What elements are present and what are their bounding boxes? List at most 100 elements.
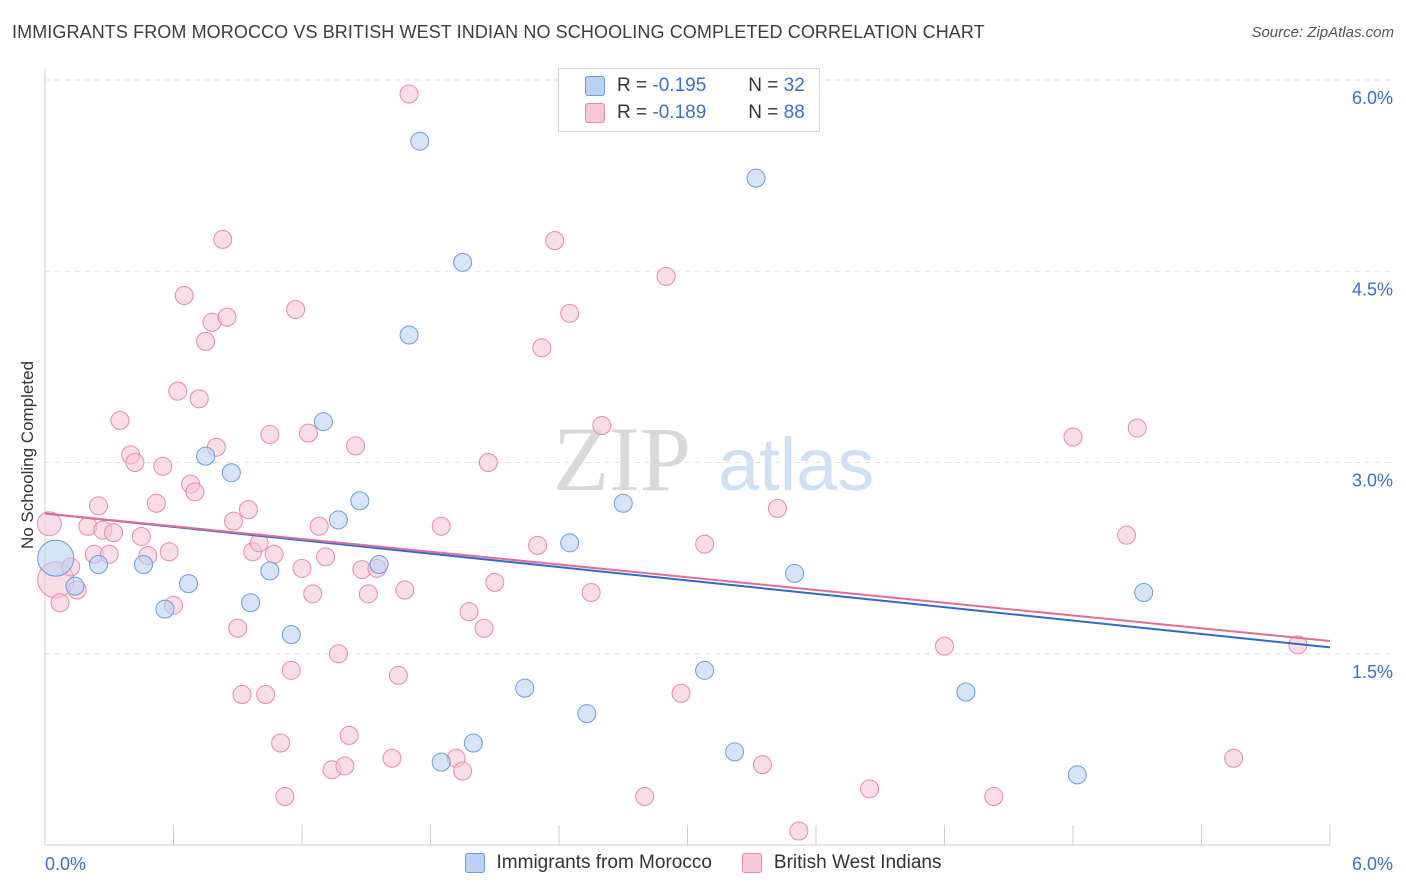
- morocco-point: [785, 563, 805, 583]
- morocco-point: [695, 660, 715, 680]
- bwi-point: [671, 683, 691, 703]
- morocco-point: [956, 682, 976, 702]
- bwi-point: [635, 787, 655, 807]
- bwi-point: [36, 511, 62, 537]
- bwi-point: [935, 636, 954, 656]
- bwi-point: [545, 231, 565, 251]
- morocco-point: [746, 168, 766, 188]
- bwi-point: [695, 534, 715, 554]
- bwi-point: [174, 285, 194, 305]
- axes: [44, 68, 1331, 846]
- legend-r-label: R =: [617, 75, 648, 96]
- bwi-point: [1224, 748, 1244, 768]
- morocco-point: [134, 555, 154, 574]
- legend-swatch-pink: [585, 103, 605, 123]
- y-tick-label: 4.5%: [1352, 279, 1393, 299]
- legend-n-label: N =: [748, 75, 779, 96]
- bwi-point: [223, 511, 243, 531]
- bwi-point: [185, 482, 205, 502]
- bwi-point: [309, 516, 329, 536]
- y-tick-label: 6.0%: [1352, 88, 1393, 108]
- bwi-point: [532, 338, 552, 358]
- series-legend-bwi[interactable]: British West Indians: [741, 852, 941, 874]
- bwi-point: [335, 756, 355, 776]
- y-tick-label: 3.0%: [1352, 471, 1393, 491]
- x-tick-label: 6.0%: [1352, 854, 1393, 874]
- legend-box: R = -0.195 N = 32 R = -0.189 N = 88: [558, 68, 820, 132]
- morocco-point: [89, 555, 109, 574]
- bwi-point: [789, 821, 809, 841]
- bwi-point: [232, 685, 252, 705]
- bwi-point: [474, 618, 494, 638]
- tick-labels: 1.5% 3.0% 4.5% 6.0% 0.0% 6.0%: [45, 88, 1393, 874]
- morocco-point: [453, 252, 473, 272]
- bwi-point: [752, 755, 772, 775]
- morocco-point: [313, 412, 333, 432]
- bwi-point: [395, 580, 415, 600]
- data-points: [36, 84, 1308, 841]
- bwi-point: [346, 436, 366, 456]
- morocco-point: [369, 555, 389, 574]
- morocco-point: [515, 678, 535, 698]
- legend-r-value: -0.195: [652, 75, 707, 96]
- bwi-point: [217, 307, 237, 327]
- series-legend-morocco[interactable]: Immigrants from Morocco: [464, 852, 712, 874]
- morocco-point: [260, 561, 280, 581]
- morocco-point: [431, 752, 451, 772]
- morocco-point: [725, 742, 745, 762]
- bwi-point: [275, 787, 295, 807]
- legend-r-label: R =: [617, 102, 648, 123]
- bwi-point: [213, 229, 233, 249]
- bwi-point: [196, 331, 216, 351]
- bwi-point: [1127, 418, 1147, 438]
- bwi-point: [382, 748, 402, 768]
- bwi-point: [238, 500, 258, 520]
- bwi-point: [256, 685, 276, 705]
- legend-n-label: N =: [748, 102, 779, 123]
- morocco-point: [328, 510, 348, 530]
- bwi-point: [189, 389, 209, 409]
- bwi-point: [125, 453, 145, 472]
- morocco-point: [577, 704, 597, 724]
- bwi-point: [459, 602, 479, 622]
- bwi-point: [271, 733, 291, 753]
- morocco-point: [410, 131, 430, 151]
- bwi-point: [298, 423, 318, 443]
- source-label: Source: ZipAtlas.com: [1251, 24, 1394, 41]
- y-axis-label: No Schooling Completed: [18, 361, 37, 549]
- morocco-point: [463, 733, 483, 753]
- series-legend: Immigrants from Morocco British West Ind…: [0, 852, 1406, 874]
- morocco-point: [1067, 765, 1087, 785]
- bwi-point: [453, 761, 473, 781]
- x-tick-label: 0.0%: [45, 854, 86, 874]
- morocco-point: [196, 446, 216, 466]
- bwi-point: [292, 558, 312, 578]
- morocco-point: [37, 539, 75, 577]
- bwi-point: [767, 498, 787, 518]
- bwi-point: [388, 665, 408, 685]
- bwi-point: [656, 266, 676, 286]
- series-swatch-pink: [741, 853, 762, 873]
- watermark-atlas: atlas: [718, 423, 874, 506]
- chart-title: IMMIGRANTS FROM MOROCCO VS BRITISH WEST …: [12, 22, 985, 42]
- watermark-zip: ZIP: [553, 408, 691, 510]
- bwi-trend-line: [44, 512, 1331, 642]
- legend-r-value: -0.189: [652, 102, 707, 123]
- morocco-point: [1134, 583, 1154, 603]
- bwi-point: [104, 523, 124, 543]
- morocco-point: [178, 574, 198, 594]
- morocco-point: [613, 493, 633, 513]
- bwi-point: [50, 593, 70, 613]
- legend-swatch-blue: [585, 76, 605, 96]
- bwi-point: [1063, 427, 1083, 447]
- bwi-point: [131, 526, 151, 546]
- bwi-point: [110, 410, 130, 430]
- bwi-point: [358, 584, 378, 604]
- morocco-point: [281, 625, 301, 645]
- bwi-point: [478, 453, 498, 472]
- bwi-point: [146, 493, 166, 513]
- bwi-point: [303, 584, 323, 604]
- bwi-point: [286, 300, 306, 319]
- bwi-point: [228, 618, 248, 638]
